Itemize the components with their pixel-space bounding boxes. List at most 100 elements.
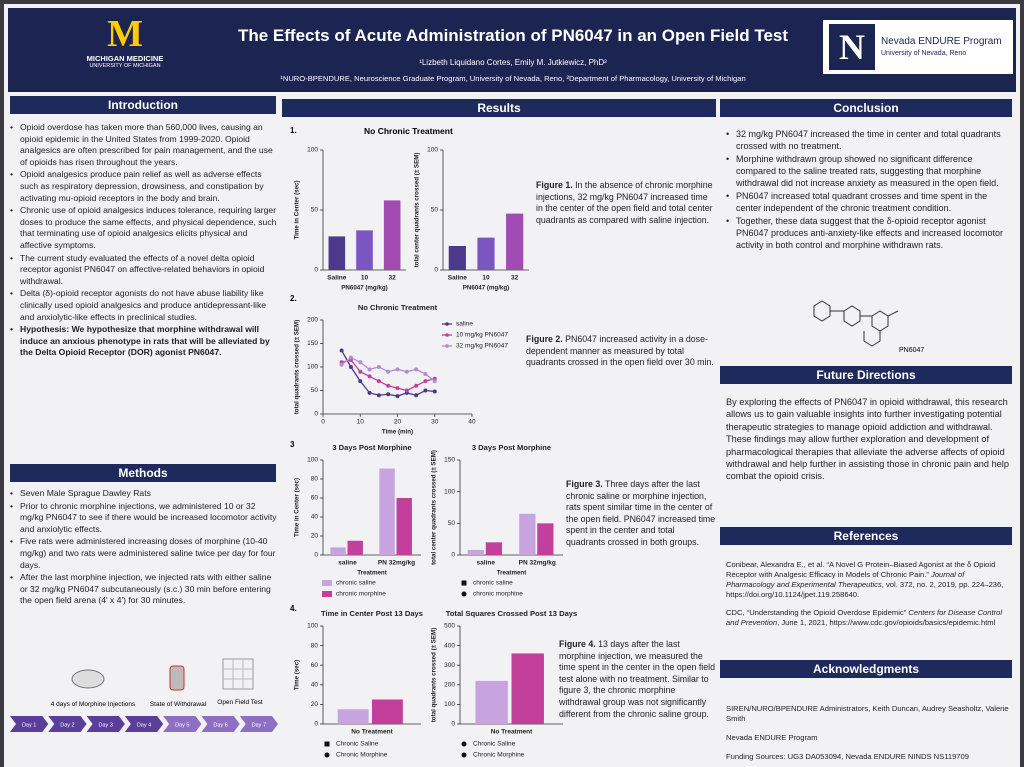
- y-tick-label: 0: [314, 552, 318, 559]
- x-tick-label: 32: [389, 275, 397, 282]
- caption-label: Figure 2.: [526, 334, 563, 344]
- bullet: Delta (δ)-opioid receptor agonists do no…: [10, 288, 278, 323]
- timeline-label: Day 5: [175, 723, 189, 729]
- y-tick-label: 200: [444, 682, 455, 689]
- timeline-label: Day 3: [99, 723, 113, 729]
- x-tick-label: 20: [394, 419, 402, 426]
- conclusion-text: 32 mg/kg PN6047 increased the time in ce…: [726, 128, 1011, 252]
- point: [395, 394, 400, 399]
- bullet: Chronic use of opioid analgesics induces…: [10, 205, 278, 251]
- figure-number: 3: [290, 440, 295, 449]
- point: [376, 393, 381, 398]
- y-tick-label: 80: [311, 476, 319, 483]
- arena-grid: [223, 659, 253, 689]
- chart-title: Total Squares Crossed Post 13 Days: [446, 609, 578, 618]
- reference: CDC, “Understanding the Opioid Overdose …: [726, 608, 1011, 628]
- y-tick-label: 0: [314, 267, 318, 274]
- section-header: References: [720, 527, 1012, 545]
- timeline-arrow: [48, 716, 87, 732]
- ref-text: Conibear, Alexandra E., et al. “A Novel …: [726, 560, 996, 579]
- y-tick-label: 100: [444, 701, 455, 708]
- x-tick-label: 40: [468, 419, 476, 426]
- chart: 3 Days Post Morphine 0 20 40 60 80 100 Time in …: [294, 443, 421, 598]
- legend-label: 32 mg/kg PN6047: [456, 343, 508, 350]
- y-axis-label: Time (sec): [294, 660, 301, 691]
- point: [339, 362, 344, 367]
- legend-label: Chronic Morphine: [336, 752, 388, 759]
- chart-title: No Chronic Treatment: [358, 303, 438, 312]
- x-axis-label: Treatment: [357, 570, 387, 577]
- caption-text: 13 days after the last morphine injectio…: [559, 639, 715, 719]
- section-header: Methods: [10, 464, 276, 482]
- logo-name: Nevada ENDURE Program: [881, 36, 1002, 47]
- y-tick-label: 100: [427, 147, 438, 154]
- poster: M MICHIGAN MEDICINE UNIVERSITY OF MICHIG…: [4, 4, 1020, 767]
- y-axis-label: total quadrants crossed (± SEM): [431, 628, 438, 723]
- timeline-label: Day 2: [60, 723, 74, 729]
- caption-text: PN6047 increased activity in a dose-depe…: [526, 334, 714, 368]
- bullet: Seven Male Sprague Dawley Rats: [10, 488, 278, 500]
- legend-label: chronic saline: [473, 580, 513, 587]
- chart: 0 50 100 total center quadrants crossed (± …: [414, 147, 529, 292]
- bar: [467, 549, 484, 555]
- bullet: Five rats were administered increasing d…: [10, 536, 278, 571]
- legend-label: chronic saline: [336, 580, 376, 587]
- ack: SIREN/NURO/BPENDURE Administrators, Keit…: [726, 704, 1009, 723]
- diagram-label: State of Withdrawal: [150, 701, 207, 708]
- ack: Nevada ENDURE Program: [726, 733, 818, 742]
- legend-marker: [445, 333, 449, 337]
- affiliations: ¹NURO-BPENDURE, Neuroscience Graduate Pr…: [280, 74, 746, 83]
- x-tick-label: No Treatment: [351, 729, 393, 736]
- legend-marker: [461, 752, 467, 758]
- logo-mark: M: [107, 13, 143, 55]
- bar: [356, 230, 373, 270]
- future-text: By exploring the effects of PN6047 in op…: [726, 397, 1009, 482]
- bar: [477, 237, 495, 270]
- timeline-label: Day 4: [137, 723, 151, 729]
- y-tick-label: 100: [444, 488, 455, 495]
- bullet: Opioid analgesics produce pain relief as…: [10, 169, 278, 204]
- y-tick-label: 50: [431, 207, 439, 214]
- figure-number: 1.: [290, 126, 297, 135]
- header: M MICHIGAN MEDICINE UNIVERSITY OF MICHIG…: [8, 8, 1016, 92]
- bar: [328, 236, 346, 270]
- x-tick-label: Saline: [327, 275, 347, 282]
- bullet: Morphine withdrawn group showed no signi…: [726, 153, 1011, 189]
- legend-label: chronic morphine: [473, 591, 523, 598]
- figure-number: 4.: [290, 604, 297, 613]
- y-tick-label: 60: [311, 662, 319, 669]
- diagram-label: 4 days of Morphine Injections: [51, 701, 136, 708]
- point: [376, 379, 381, 384]
- figure-number: 2.: [290, 294, 297, 303]
- logo-sub: University of Nevada, Reno: [881, 50, 967, 57]
- series-line: [341, 356, 436, 382]
- y-tick-label: 0: [451, 552, 455, 559]
- caption: Figure 3. Three days after the last chro…: [566, 479, 716, 549]
- point: [395, 367, 400, 372]
- x-tick-label: 0: [321, 419, 325, 426]
- michigan-logo: M MICHIGAN MEDICINE UNIVERSITY OF MICHIG…: [80, 14, 170, 69]
- bar: [330, 547, 346, 555]
- y-axis-label: Time in Center (sec): [294, 180, 301, 239]
- caption-label: Figure 1.: [536, 180, 573, 190]
- bar: [485, 542, 502, 555]
- y-tick-label: 200: [307, 317, 318, 324]
- bar: [337, 709, 369, 724]
- y-tick-label: 50: [448, 520, 456, 527]
- point: [348, 355, 353, 360]
- point: [414, 393, 419, 398]
- point: [339, 348, 344, 353]
- nevada-logo: N Nevada ENDURE Program University of Ne…: [823, 20, 1013, 74]
- legend-label: Chronic Saline: [336, 741, 379, 748]
- point: [358, 360, 363, 365]
- x-tick-label: saline: [338, 560, 357, 567]
- point: [414, 367, 419, 372]
- bar: [396, 498, 412, 555]
- y-tick-label: 500: [444, 623, 455, 630]
- timeline-arrow: [163, 716, 202, 732]
- timeline-arrow: [10, 716, 49, 732]
- y-tick-label: 20: [311, 533, 319, 540]
- ack-text: SIREN/NURO/BPENDURE Administrators, Keit…: [726, 704, 1011, 762]
- bar: [511, 653, 544, 724]
